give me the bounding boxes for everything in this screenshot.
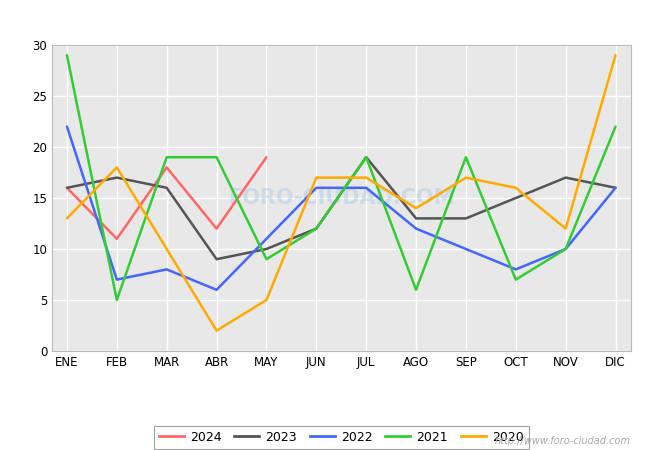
Text: Matriculaciones de Vehiculos en Arboleas: Matriculaciones de Vehiculos en Arboleas: [131, 11, 519, 29]
Text: FORO-CIUDAD.COM: FORO-CIUDAD.COM: [228, 188, 454, 208]
Legend: 2024, 2023, 2022, 2021, 2020: 2024, 2023, 2022, 2021, 2020: [154, 426, 528, 449]
Text: http://www.foro-ciudad.com: http://www.foro-ciudad.com: [495, 436, 630, 446]
